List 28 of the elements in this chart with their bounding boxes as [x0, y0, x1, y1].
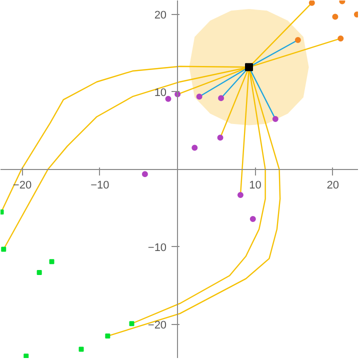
point [332, 14, 338, 20]
point [105, 334, 110, 339]
y-tick-label: −10 [148, 242, 167, 254]
point [36, 270, 42, 275]
point [217, 134, 224, 141]
point [78, 346, 84, 352]
point [129, 321, 134, 326]
point [192, 144, 198, 151]
point [250, 216, 256, 222]
y-tick-label: 10 [154, 86, 167, 99]
y-tick-label: 20 [154, 9, 167, 22]
x-tick-label: 20 [326, 179, 340, 192]
point [237, 192, 244, 198]
y-tick-label: −20 [148, 319, 167, 332]
point [165, 96, 172, 102]
point [1, 246, 6, 252]
point [142, 171, 148, 178]
point [272, 116, 278, 122]
x-tick-label: 10 [249, 179, 262, 192]
point [218, 95, 224, 102]
point [196, 94, 202, 100]
point [308, 0, 315, 6]
point [294, 37, 301, 44]
point [49, 259, 54, 264]
point [24, 354, 29, 358]
x-tick-label: −10 [90, 179, 110, 192]
point [245, 63, 254, 72]
point [338, 35, 344, 42]
